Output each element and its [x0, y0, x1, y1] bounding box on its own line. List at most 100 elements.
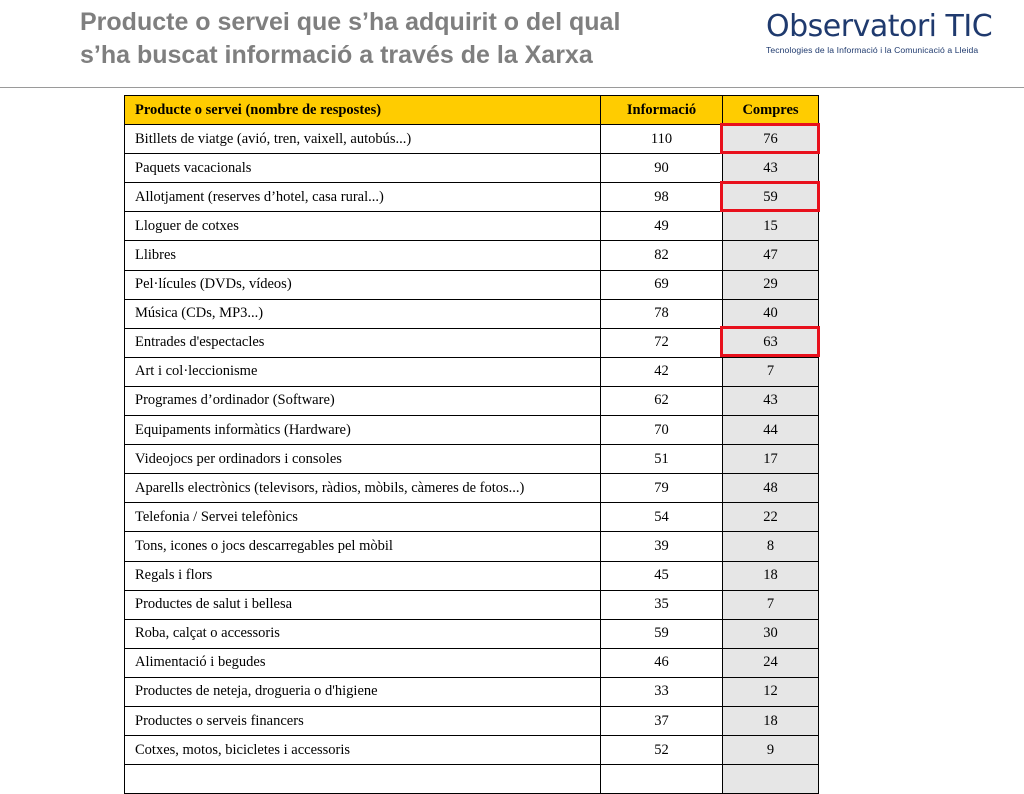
- row-information-cell: 72: [600, 327, 723, 358]
- row-product-cell: Paquets vacacionals: [124, 153, 601, 184]
- row-purchases-cell: 8: [722, 531, 819, 562]
- table-row: Entrades d'espectacles 72 63: [124, 327, 819, 358]
- row-product-cell: Equipaments informàtics (Hardware): [124, 415, 601, 446]
- row-purchases-cell: 17: [722, 444, 819, 475]
- row-purchases-cell: [722, 764, 819, 794]
- row-purchases-cell: 7: [722, 356, 819, 387]
- row-product-cell: Productes de salut i bellesa: [124, 589, 601, 620]
- row-information-cell: 59: [600, 618, 723, 649]
- table-row: Equipaments informàtics (Hardware) 70 44: [124, 415, 819, 446]
- row-information-cell: 79: [600, 473, 723, 504]
- row-information-cell: 35: [600, 589, 723, 620]
- row-product-cell: Roba, calçat o accessoris: [124, 618, 601, 649]
- row-product-cell: Videojocs per ordinadors i consoles: [124, 444, 601, 475]
- row-product-cell: Telefonia / Servei telefònics: [124, 502, 601, 533]
- row-information-cell: 82: [600, 240, 723, 271]
- row-product-cell: Aparells electrònics (televisors, ràdios…: [124, 473, 601, 504]
- row-purchases-cell: 15: [722, 211, 819, 242]
- row-purchases-cell: 24: [722, 647, 819, 678]
- logo-subtitle: Tecnologies de la Informació i la Comuni…: [766, 45, 979, 55]
- row-purchases-cell: 22: [722, 502, 819, 533]
- table-row: Aparells electrònics (televisors, ràdios…: [124, 473, 819, 504]
- row-purchases-cell: 30: [722, 618, 819, 649]
- row-information-cell: 37: [600, 705, 723, 737]
- table-row: Música (CDs, MP3...) 78 40: [124, 298, 819, 329]
- row-purchases-cell: 47: [722, 240, 819, 271]
- row-purchases-cell: 9: [722, 735, 819, 766]
- table-row: Roba, calçat o accessoris 59 30: [124, 618, 819, 649]
- table-row: Art i col·leccionisme 42 7: [124, 356, 819, 387]
- table-row: Productes o serveis financers 37 18: [124, 705, 819, 737]
- row-information-cell: 42: [600, 356, 723, 387]
- row-information-cell: [600, 764, 723, 794]
- row-product-cell: Cotxes, motos, bicicletes i accessoris: [124, 735, 601, 766]
- row-information-cell: 51: [600, 444, 723, 475]
- row-product-cell: Tons, icones o jocs descarregables pel m…: [124, 531, 601, 562]
- logo-name: Observatori TIC: [766, 9, 993, 44]
- table-row: Tons, icones o jocs descarregables pel m…: [124, 531, 819, 562]
- row-information-cell: 98: [600, 182, 723, 213]
- title-divider: [0, 87, 1024, 88]
- row-product-cell: Pel·lícules (DVDs, vídeos): [124, 269, 601, 300]
- table-row: Lloguer de cotxes 49 15: [124, 211, 819, 242]
- table-header-row: Producte o servei (nombre de respostes) …: [124, 94, 819, 126]
- row-information-cell: 110: [600, 124, 723, 155]
- row-product-cell: Lloguer de cotxes: [124, 211, 601, 242]
- row-purchases-cell: 7: [722, 589, 819, 620]
- table-row: Alimentació i begudes 46 24: [124, 647, 819, 678]
- row-information-cell: 46: [600, 647, 723, 678]
- table-row: Regals i flors 45 18: [124, 560, 819, 591]
- table-row: Llibres 82 47: [124, 240, 819, 271]
- header-purchases: Compres: [722, 94, 819, 126]
- row-purchases-cell: 43: [722, 385, 819, 417]
- header-information: Informació: [600, 94, 723, 126]
- row-product-cell: Llibres: [124, 240, 601, 271]
- row-product-cell: Bitllets de viatge (avió, tren, vaixell,…: [124, 124, 601, 155]
- row-purchases-cell: 59: [722, 182, 819, 213]
- row-information-cell: 69: [600, 269, 723, 300]
- row-purchases-cell: 76: [722, 124, 819, 155]
- table-row: Productes de salut i bellesa 35 7: [124, 589, 819, 620]
- table-row: Paquets vacacionals 90 43: [124, 153, 819, 184]
- row-product-cell: Programes d’ordinador (Software): [124, 385, 601, 417]
- header-product: Producte o servei (nombre de respostes): [124, 94, 601, 126]
- row-purchases-cell: 18: [722, 560, 819, 591]
- slide-title-line-1: Producte o servei que s’ha adquirit o de…: [80, 8, 621, 36]
- table-row: Telefonia / Servei telefònics 54 22: [124, 502, 819, 533]
- row-information-cell: 54: [600, 502, 723, 533]
- row-information-cell: 52: [600, 735, 723, 766]
- table-row: Videojocs per ordinadors i consoles 51 17: [124, 444, 819, 475]
- table-row: Bitllets de viatge (avió, tren, vaixell,…: [124, 124, 819, 155]
- row-purchases-cell: 43: [722, 153, 819, 184]
- row-purchases-cell: 48: [722, 473, 819, 504]
- row-information-cell: 49: [600, 211, 723, 242]
- table-row: Allotjament (reserves d’hotel, casa rura…: [124, 182, 819, 213]
- table-row: Pel·lícules (DVDs, vídeos) 69 29: [124, 269, 819, 300]
- row-information-cell: 39: [600, 531, 723, 562]
- row-purchases-cell: 29: [722, 269, 819, 300]
- table-body: Bitllets de viatge (avió, tren, vaixell,…: [124, 124, 819, 794]
- row-information-cell: 62: [600, 385, 723, 417]
- row-purchases-cell: 40: [722, 298, 819, 329]
- row-product-cell: Regals i flors: [124, 560, 601, 591]
- row-product-cell: Alimentació i begudes: [124, 647, 601, 678]
- row-product-cell: Art i col·leccionisme: [124, 356, 601, 387]
- row-purchases-cell: 63: [722, 327, 819, 358]
- products-table: Producte o servei (nombre de respostes) …: [124, 94, 819, 794]
- row-product-cell: Música (CDs, MP3...): [124, 298, 601, 329]
- table-row: Programes d’ordinador (Software) 62 43: [124, 385, 819, 417]
- row-purchases-cell: 44: [722, 415, 819, 446]
- observatori-tic-logo: Observatori TIC Tecnologies de la Inform…: [766, 9, 1016, 56]
- slide-title: Producte o servei que s’ha adquirit o de…: [80, 6, 740, 72]
- slide-title-line-2: s’ha buscat informació a través de la Xa…: [80, 41, 593, 69]
- row-product-cell: [124, 764, 601, 794]
- row-information-cell: 78: [600, 298, 723, 329]
- table-row: [124, 764, 819, 794]
- row-information-cell: 45: [600, 560, 723, 591]
- row-purchases-cell: 12: [722, 676, 819, 707]
- row-product-cell: Entrades d'espectacles: [124, 327, 601, 358]
- row-purchases-cell: 18: [722, 705, 819, 737]
- row-information-cell: 90: [600, 153, 723, 184]
- row-information-cell: 33: [600, 676, 723, 707]
- row-product-cell: Allotjament (reserves d’hotel, casa rura…: [124, 182, 601, 213]
